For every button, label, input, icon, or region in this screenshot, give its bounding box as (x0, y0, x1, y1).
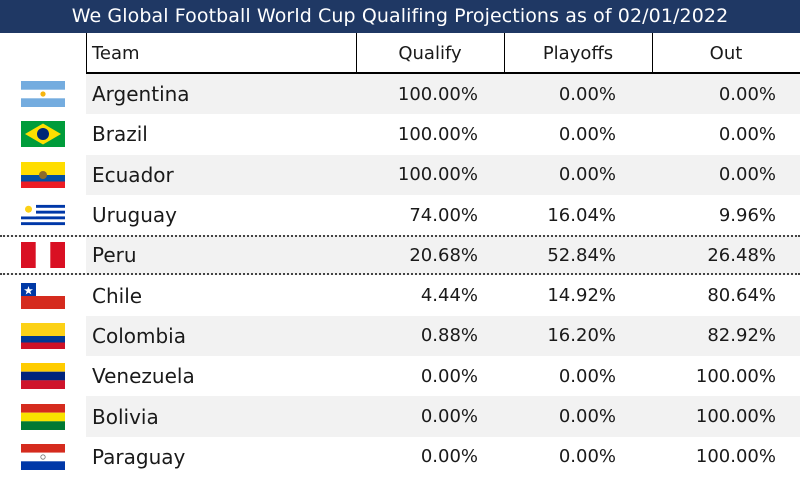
playoffs-cell: 0.00% (558, 123, 616, 145)
chile-flag-icon (0, 276, 86, 316)
ecuador-flag-icon (0, 154, 86, 195)
qualify-cell: 100.00% (397, 164, 478, 186)
header-out: Out (709, 42, 743, 64)
table-row: Paraguay 0.00% 0.00% 100.00% (0, 437, 800, 477)
playoffs-cell: 14.92% (547, 285, 616, 307)
playoffs-cell: 0.00% (558, 83, 616, 105)
playoffs-cell: 16.20% (547, 325, 616, 347)
header-divider (504, 33, 505, 73)
header-team: Team (92, 42, 140, 64)
playoffs-cell: 0.00% (558, 164, 616, 186)
team-cell: Colombia (92, 323, 186, 348)
argentina-flag-icon (0, 74, 86, 115)
qualify-cell: 100.00% (397, 83, 478, 105)
peru-flag-icon (0, 237, 86, 274)
out-cell: 100.00% (695, 365, 776, 387)
header-divider (652, 33, 653, 73)
playoffs-cell: 0.00% (558, 406, 616, 428)
playoffs-cell: 16.04% (547, 204, 616, 226)
qualify-cell: 0.00% (420, 365, 478, 387)
header-playoffs: Playoffs (542, 42, 614, 64)
qualify-cell: 0.00% (420, 446, 478, 468)
out-cell: 100.00% (695, 446, 776, 468)
projections-table: Team Qualify Playoffs Out Argentina 100.0… (0, 33, 800, 477)
bolivia-flag-icon (0, 396, 86, 437)
team-cell: Paraguay (92, 444, 186, 469)
team-cell: Chile (92, 283, 143, 308)
out-cell: 80.64% (707, 285, 776, 307)
table-row: Bolivia 0.00% 0.00% 100.00% (0, 396, 800, 437)
team-cell: Brazil (92, 122, 148, 147)
header-divider (356, 33, 357, 73)
table-row: Peru 20.68% 52.84% 26.48% (0, 235, 800, 276)
team-cell: Peru (92, 243, 137, 268)
playoffs-cell: 0.00% (558, 365, 616, 387)
uruguay-flag-icon (0, 195, 86, 235)
paraguay-flag-icon (0, 437, 86, 477)
table-title: We Global Football World Cup Qualifing P… (0, 0, 800, 33)
header-underline (86, 72, 800, 74)
table-header-row: Team Qualify Playoffs Out (0, 33, 800, 74)
team-cell: Argentina (92, 82, 190, 107)
team-cell: Ecuador (92, 162, 174, 187)
header-qualify: Qualify (398, 42, 462, 64)
table-row: Uruguay 74.00% 16.04% 9.96% (0, 195, 800, 235)
qualify-cell: 100.00% (397, 123, 478, 145)
team-cell: Uruguay (92, 203, 177, 228)
brazil-flag-icon (0, 114, 86, 154)
out-cell: 0.00% (718, 123, 776, 145)
qualify-cell: 0.00% (420, 406, 478, 428)
team-cell: Bolivia (92, 404, 159, 429)
out-cell: 0.00% (718, 164, 776, 186)
table-row: Brazil 100.00% 0.00% 0.00% (0, 114, 800, 154)
out-cell: 26.48% (707, 244, 776, 266)
qualify-cell: 0.88% (420, 325, 478, 347)
table-row: Chile 4.44% 14.92% 80.64% (0, 276, 800, 316)
colombia-flag-icon (0, 315, 86, 357)
table-row: Ecuador 100.00% 0.00% 0.00% (0, 154, 800, 195)
qualify-cell: 4.44% (420, 285, 478, 307)
out-cell: 82.92% (707, 325, 776, 347)
table-row: Venezuela 0.00% 0.00% 100.00% (0, 356, 800, 396)
header-divider (86, 33, 87, 73)
qualify-cell: 20.68% (409, 244, 478, 266)
table-row: Colombia 0.88% 16.20% 82.92% (0, 315, 800, 357)
out-cell: 100.00% (695, 406, 776, 428)
playoffs-cell: 0.00% (558, 446, 616, 468)
out-cell: 9.96% (718, 204, 776, 226)
qualify-cell: 74.00% (409, 204, 478, 226)
out-cell: 0.00% (718, 83, 776, 105)
table-row: Argentina 100.00% 0.00% 0.00% (0, 74, 800, 115)
playoffs-cell: 52.84% (547, 244, 616, 266)
team-cell: Venezuela (92, 364, 195, 389)
venezuela-flag-icon (0, 356, 86, 396)
